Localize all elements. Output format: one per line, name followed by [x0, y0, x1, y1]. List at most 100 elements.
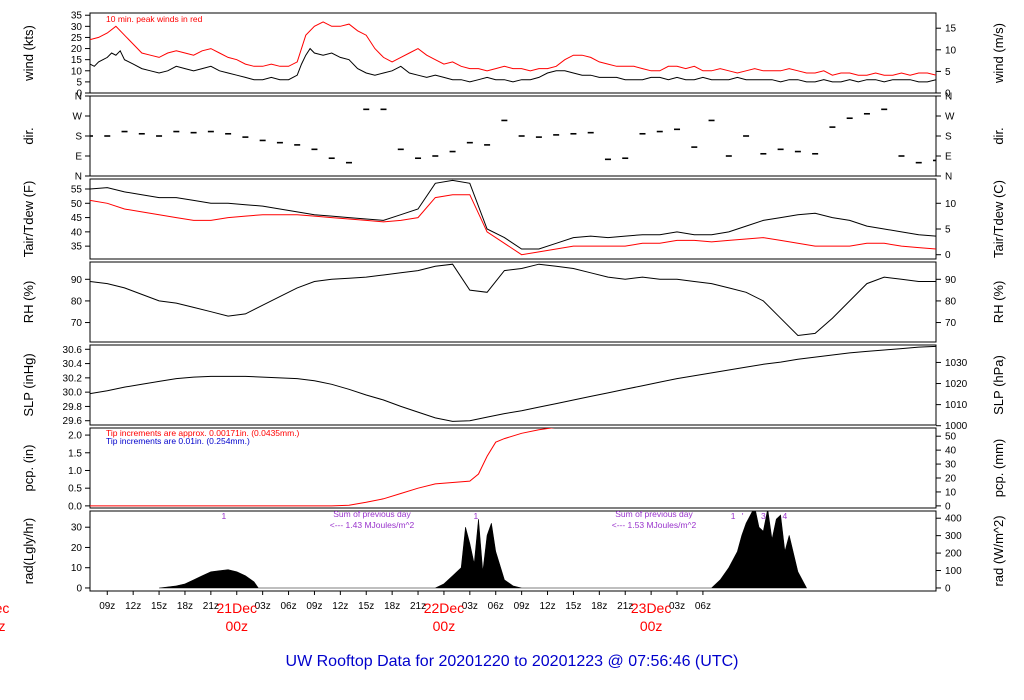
right-tick-label: 0 — [945, 501, 951, 512]
right-tick-label: 0 — [945, 250, 951, 261]
x-tick-label: 03z — [255, 601, 271, 612]
right-tick-label: 30 — [945, 460, 957, 471]
right-tick-label: 10 — [945, 199, 957, 210]
right-tick-label: 70 — [945, 318, 957, 329]
left-tick-label: 0.0 — [68, 501, 82, 512]
right-tick-label: 300 — [945, 531, 962, 542]
left-tick-label: 2.0 — [68, 431, 82, 442]
x-tick-label: 18z — [384, 601, 400, 612]
series-line-1 — [90, 21, 936, 76]
left-tick-label: 45 — [71, 213, 83, 224]
series-line-0 — [90, 47, 936, 83]
left-tick-label: 10 — [71, 563, 83, 574]
panel-frame — [89, 12, 937, 94]
plot-area — [90, 108, 936, 164]
left-tick-label: 50 — [71, 199, 83, 210]
day-label-date: 21Dec — [217, 600, 257, 616]
x-tick-label: 09z — [99, 601, 115, 612]
left-tick-label: 0 — [76, 89, 82, 100]
y-axis-label-left: wind (kts) — [21, 25, 36, 82]
y-axis-label-right: pcp. (mm) — [991, 439, 1006, 498]
right-tick-label: 15 — [945, 24, 957, 35]
left-tick-label: S — [75, 132, 82, 143]
x-tick-label: 12z — [125, 601, 141, 612]
left-tick-label: 30.2 — [63, 373, 83, 384]
x-tick-label: 21z — [203, 601, 219, 612]
rad-marker: ' — [742, 511, 744, 521]
plot-area — [90, 345, 936, 422]
right-tick-label: 80 — [945, 296, 957, 307]
wind-annotation: 10 min. peak winds in red — [106, 14, 203, 24]
left-tick-label: 70 — [71, 318, 83, 329]
panel-frame — [89, 427, 937, 509]
left-tick-label: 20 — [71, 543, 83, 554]
left-tick-label: 40 — [71, 227, 83, 238]
panel-frame — [89, 261, 937, 343]
rad-marker: 3 — [761, 511, 766, 521]
panel-temp: 35 40 45 50 55 0 5 10 Tair/Tdew (F) Tair/Tdew (C) — [21, 178, 1006, 261]
right-tick-label: 90 — [945, 275, 957, 286]
x-tick-label: 15z — [358, 601, 374, 612]
panel-frame — [89, 178, 937, 260]
y-axis-label-right: SLP (hPa) — [991, 355, 1006, 415]
rad-marker: 4 — [783, 511, 788, 521]
right-tick-label: W — [945, 112, 955, 123]
x-tick-label: 12z — [539, 601, 555, 612]
series-line-0 — [90, 263, 936, 337]
right-tick-label: 10 — [945, 487, 957, 498]
right-tick-label: 0 — [945, 583, 951, 594]
x-tick-label: 09z — [306, 601, 322, 612]
y-axis-label-left: SLP (inHg) — [21, 353, 36, 416]
plot-area — [90, 263, 936, 337]
series-line-0 — [90, 428, 555, 507]
series-line-0 — [90, 179, 936, 250]
left-tick-label: E — [75, 152, 82, 163]
right-tick-label: 1000 — [945, 421, 968, 432]
rad-annotation: <--- 1.43 MJoules/m^2 — [330, 520, 415, 530]
rad-annotation: <--- 1.53 MJoules/m^2 — [612, 520, 697, 530]
y-axis-label-right: RH (%) — [991, 281, 1006, 324]
right-tick-label: 0 — [945, 89, 951, 100]
right-tick-label: 100 — [945, 566, 962, 577]
y-axis-label-left: rad(Lgly/hr) — [21, 518, 36, 584]
rad-marker: 1 — [474, 511, 479, 521]
y-axis-label-left: dir. — [21, 127, 36, 144]
pcp-annotation-red: Tip increments are approx. 0.00171in. (0… — [106, 428, 300, 438]
day-label-date: 22Dec — [424, 600, 464, 616]
x-tick-label: 21z — [410, 601, 426, 612]
right-tick-label: S — [945, 132, 952, 143]
y-axis-label-right: wind (m/s) — [991, 23, 1006, 84]
plot-area — [90, 428, 555, 507]
left-tick-label: 30.0 — [63, 388, 83, 399]
x-tick-label: 18z — [177, 601, 193, 612]
x-axis: 09z 12z 15z 18z 21z 03z 06z 09z 12z 15z 18z 21z 03z 0… — [0, 591, 711, 634]
left-tick-label: 25 — [71, 33, 83, 44]
day-label-hour: 00z — [433, 618, 456, 634]
left-tick-label: 35 — [71, 11, 83, 22]
right-tick-label: 10 — [945, 45, 957, 56]
panel-pcp: 0.0 0.5 1.0 1.5 2.0 0 10 20 30 40 50 pcp. (in) pcp. … — [21, 427, 1006, 512]
x-tick-label: 21z — [617, 601, 633, 612]
left-tick-label: 15 — [71, 55, 83, 66]
left-tick-label: 29.8 — [63, 402, 83, 413]
plot-area — [90, 21, 936, 83]
left-tick-label: 20 — [71, 44, 83, 55]
x-tick-label: 03z — [462, 601, 478, 612]
x-tick-label: 15z — [565, 601, 581, 612]
right-tick-label: 200 — [945, 549, 962, 560]
rad-marker: 1 — [221, 511, 226, 521]
panel-frame — [89, 95, 937, 177]
left-tick-label: 30.4 — [63, 359, 83, 370]
right-tick-label: 1010 — [945, 400, 968, 411]
edge-label-hour: z — [0, 618, 6, 634]
right-tick-label: 20 — [945, 474, 957, 485]
x-tick-label: 09z — [514, 601, 530, 612]
pcp-annotation-blue: Tip increments are 0.01in. (0.254mm.) — [106, 436, 250, 446]
y-axis-label-right: Tair/Tdew (C) — [991, 180, 1006, 258]
panel-frame — [89, 344, 937, 426]
left-tick-label: 1.0 — [68, 466, 82, 477]
left-tick-label: 5 — [76, 77, 82, 88]
x-tick-label: 15z — [151, 601, 167, 612]
